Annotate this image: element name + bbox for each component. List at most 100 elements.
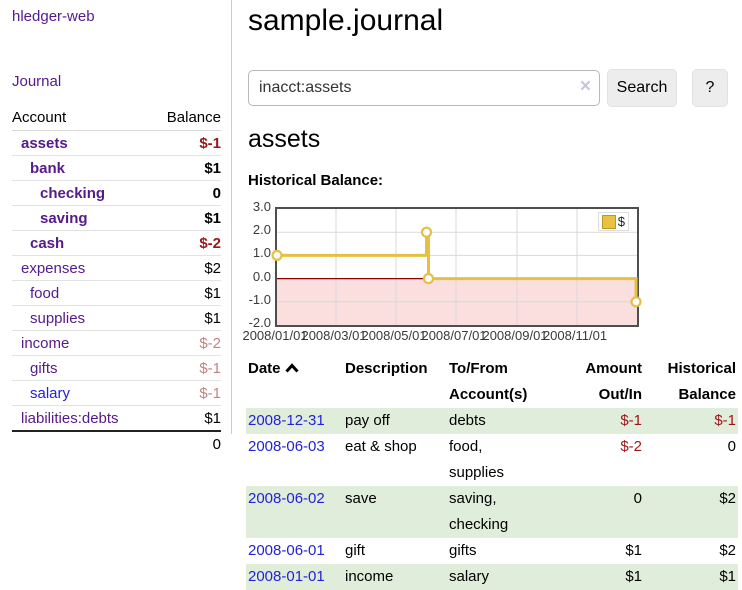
account-link[interactable]: assets [21,134,68,152]
y-axis-tick-label: 1.0 [252,245,271,261]
accounts-table-header: Account Balance [12,104,221,131]
transaction-balance: $1 [719,568,736,585]
account-link[interactable]: food [30,284,60,302]
page-title: sample.journal [248,4,444,37]
account-balance: $2 [204,259,221,277]
clear-search-icon[interactable]: × [579,76,591,97]
account-row-assets: assets $-1 [12,131,221,156]
account-balance: $1 [204,284,221,302]
sort-ascending-icon [284,363,299,373]
transaction-balance: $-1 [714,412,736,429]
account-link[interactable]: liabilities:debts [21,409,119,427]
account-row-checking: checking 0 [12,181,221,206]
transaction-date-link[interactable]: 2008-06-02 [248,490,325,507]
transaction-row: 2008-06-01 gift gifts $1 $2 [246,538,738,564]
transaction-row: 2008-01-01 income salary $1 $1 [246,564,738,590]
account-row-bank: bank $1 [12,156,221,181]
account-link[interactable]: income [21,334,70,352]
historical-balance-chart: $ 3.0 2.0 1.0 0.0 -1.0 -2.0 2008/01/01 2008/03/… [242,196,742,346]
transaction-description: gift [345,542,366,559]
transaction-amount: $1 [625,568,642,585]
transaction-date-link[interactable]: 2008-06-01 [248,542,325,559]
account-link[interactable]: checking [40,184,106,202]
account-row-income: income $-2 [12,331,221,356]
main-content: sample.journal × Search ? assets Histori… [242,0,742,590]
account-row-gifts: gifts $-1 [12,356,221,381]
account-balance: $-1 [199,134,221,152]
x-axis-tick-label: 2008/09/01 [482,328,548,343]
transaction-date-link[interactable]: 2008-01-01 [248,568,325,585]
account-link[interactable]: saving [40,209,88,227]
accounts-header-account: Account [12,108,67,126]
account-balance: $1 [204,159,221,177]
y-axis-tick-label: -2.0 [248,315,271,330]
header-label: Historical [667,360,736,377]
accounts-header-balance: Balance [166,108,221,126]
chart-plot-area [271,207,642,327]
x-axis-tick-label: 2008/11/01 [542,328,608,343]
account-balance: 0 [212,184,221,202]
account-link[interactable]: gifts [30,359,58,377]
account-balance: $1 [204,409,221,427]
search-input[interactable] [248,70,600,106]
search-button[interactable]: Search [607,69,677,107]
account-row-supplies: supplies $1 [12,306,221,331]
x-axis-tick-label: 2008/07/01 [421,328,487,343]
accounts-total-value: 0 [212,435,221,453]
register-table: Date Description To/From Account(s) Amount Ou… [246,356,738,590]
legend-label: $ [617,214,625,229]
account-link[interactable]: salary [30,384,71,402]
y-axis-tick-label: 0.0 [252,268,271,284]
header-label-line2: Out/In [598,386,642,403]
transaction-accounts: saving, checking [449,490,509,533]
x-axis-tick-label: 2008/05/01 [361,328,427,343]
register-header-date[interactable]: Date [246,356,343,408]
register-header-historical: Historical Balance [644,356,738,408]
accounts-total-row: 0 [12,432,221,456]
x-axis-tick-label: 2008/01/01 [242,328,308,343]
transaction-date-link[interactable]: 2008-06-03 [248,438,325,455]
account-row-saving: saving $1 [12,206,221,231]
header-label-line2: Account(s) [449,386,528,403]
search-form: × Search ? [248,69,728,107]
account-balance: $-2 [199,234,221,252]
account-row-salary: salary $-1 [12,381,221,406]
register-body: 2008-12-31 pay off debts $-1 $-1 2008-06-03 ea… [246,408,738,590]
chart-legend: $ [597,212,629,231]
transaction-balance: $2 [719,542,736,559]
register-header-to-from: To/From Account(s) [447,356,547,408]
header-label: Description [345,360,428,377]
header-label: To/From [449,360,508,377]
transaction-row: 2008-12-31 pay off debts $-1 $-1 [246,408,738,434]
transaction-description: income [345,568,394,585]
y-axis-tick-label: 3.0 [252,199,271,214]
transaction-amount: $-1 [620,412,642,429]
account-link[interactable]: expenses [21,259,86,277]
transaction-balance: 0 [727,438,736,455]
account-row-expenses: expenses $2 [12,256,221,281]
account-balance: $-2 [199,334,221,352]
account-balance: $1 [204,209,221,227]
transaction-amount: $-2 [620,438,642,455]
transaction-accounts: debts [449,412,486,429]
transaction-amount: $1 [625,542,642,559]
header-label: Amount [585,360,642,377]
account-heading: assets [248,125,321,153]
account-link[interactable]: supplies [30,309,86,327]
header-label: Date [248,360,281,377]
sidebar: hledger-web Journal Account Balance asse… [0,0,232,453]
sidebar-item-journal[interactable]: Journal [12,73,62,90]
help-button[interactable]: ? [692,69,728,107]
transaction-accounts: gifts [449,542,477,559]
account-balance: $-1 [199,359,221,377]
transaction-date-link[interactable]: 2008-12-31 [248,412,325,429]
app-title-link[interactable]: hledger-web [12,8,95,25]
transaction-row: 2008-06-03 eat & shop food, supplies $-2 0 [246,434,738,486]
y-axis-tick-label: 2.0 [252,222,271,238]
transaction-description: pay off [345,412,390,429]
header-label-line2: Balance [678,386,736,403]
transaction-balance: $2 [719,490,736,507]
account-link[interactable]: bank [30,159,66,177]
account-link[interactable]: cash [30,234,65,252]
transaction-description: eat & shop [345,438,417,455]
